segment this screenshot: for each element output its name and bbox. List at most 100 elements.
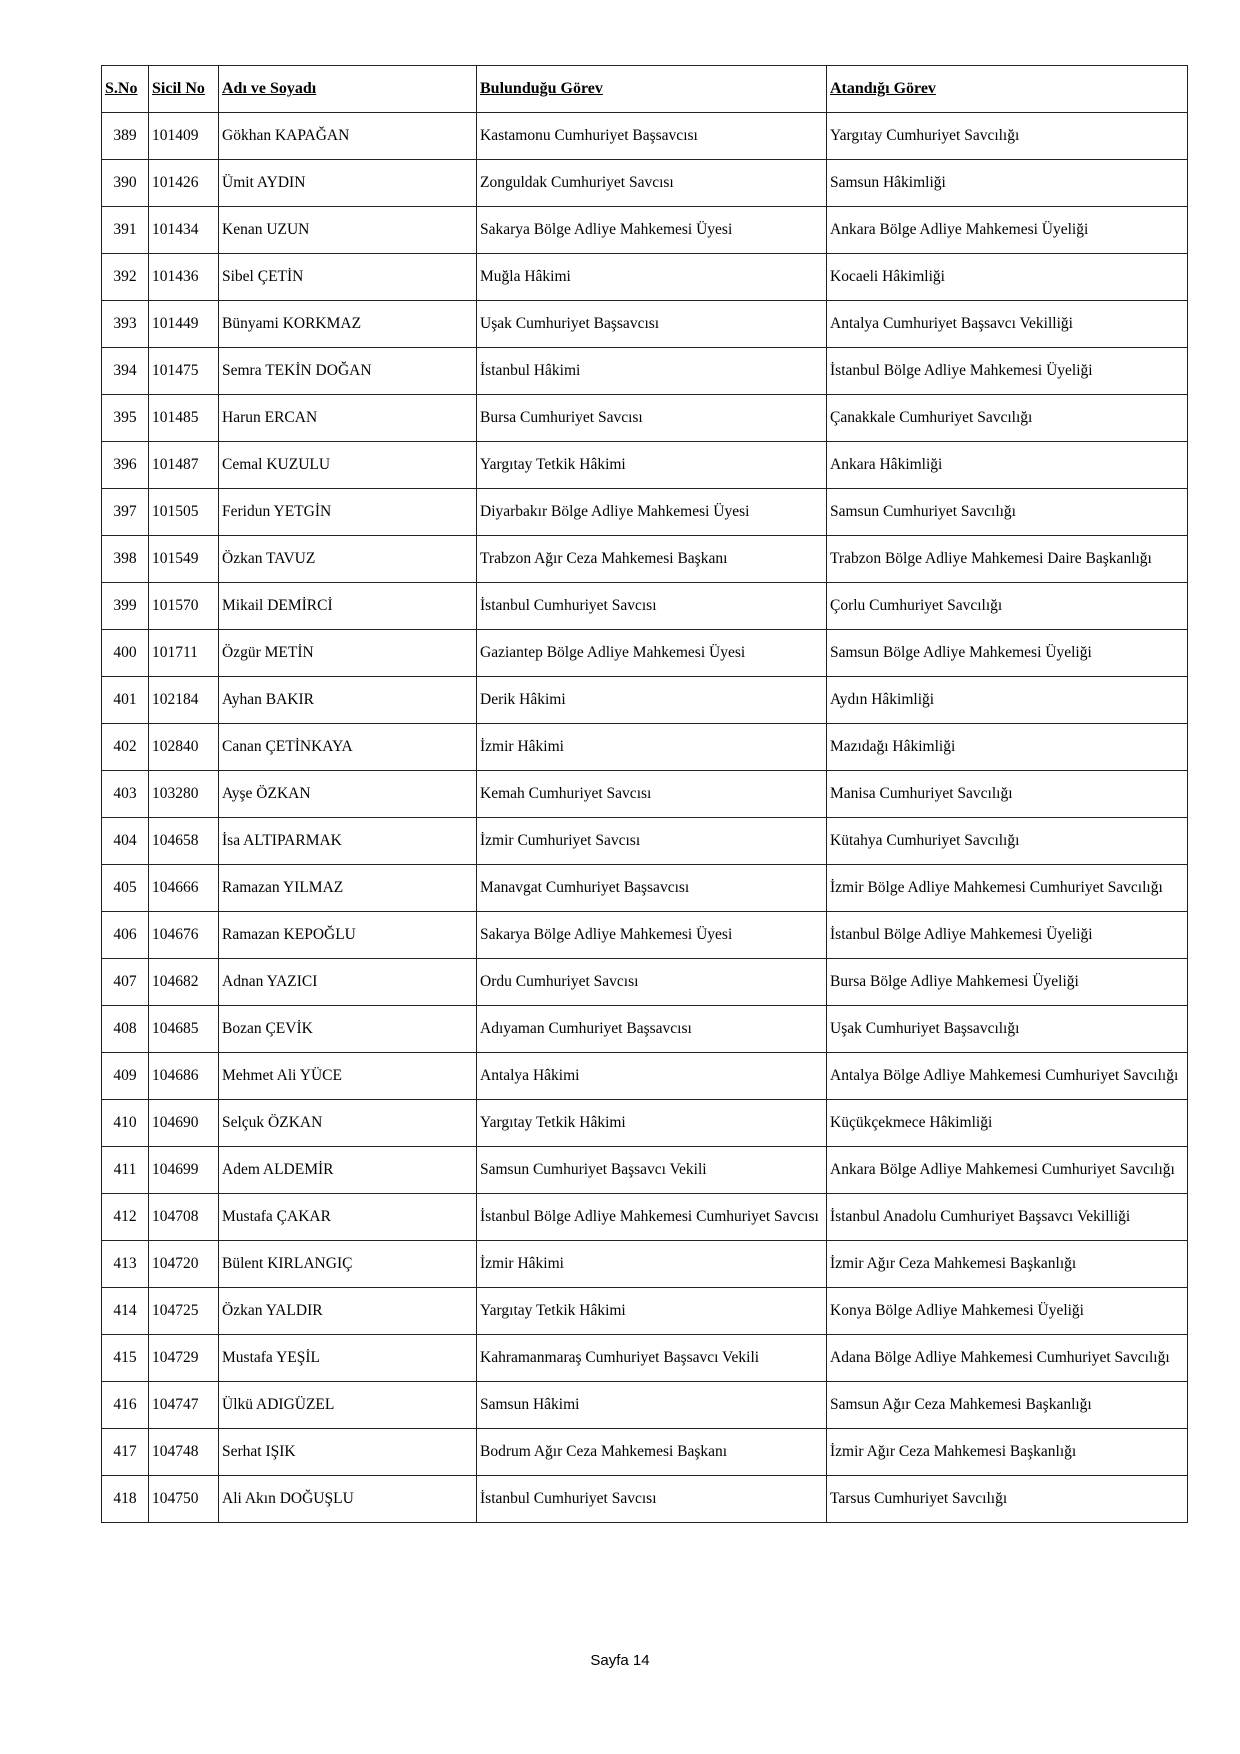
header-current-position: Bulunduğu Görev [476,65,827,113]
cell-current-position: Gaziantep Bölge Adliye Mahkemesi Üyesi [476,629,827,677]
cell-assigned-position: Mazıdağı Hâkimliği [826,723,1188,771]
cell-assigned-position: Bursa Bölge Adliye Mahkemesi Üyeliği [826,958,1188,1006]
table-row: 417 104748 Serhat IŞIK Bodrum Ağır Ceza Mah… [101,1428,1188,1476]
cell-assigned-position: Konya Bölge Adliye Mahkemesi Üyeliği [826,1287,1188,1335]
cell-name: Cemal KUZULU [218,441,477,489]
cell-sno: 408 [101,1005,149,1053]
cell-assigned-position: İzmir Ağır Ceza Mahkemesi Başkanlığı [826,1428,1188,1476]
cell-assigned-position: Ankara Hâkimliği [826,441,1188,489]
cell-sicil-no: 104720 [148,1240,219,1288]
cell-sno: 397 [101,488,149,536]
cell-sno: 405 [101,864,149,912]
cell-current-position: Antalya Hâkimi [476,1052,827,1100]
cell-sno: 390 [101,159,149,207]
cell-sno: 391 [101,206,149,254]
cell-assigned-position: Uşak Cumhuriyet Başsavcılığı [826,1005,1188,1053]
cell-assigned-position: Aydın Hâkimliği [826,676,1188,724]
cell-name: Bünyami KORKMAZ [218,300,477,348]
cell-sno: 414 [101,1287,149,1335]
cell-current-position: Ordu Cumhuriyet Savcısı [476,958,827,1006]
cell-name: Mehmet Ali YÜCE [218,1052,477,1100]
cell-current-position: İstanbul Cumhuriyet Savcısı [476,582,827,630]
cell-sno: 392 [101,253,149,301]
cell-sno: 418 [101,1475,149,1523]
cell-assigned-position: İzmir Ağır Ceza Mahkemesi Başkanlığı [826,1240,1188,1288]
cell-sicil-no: 101549 [148,535,219,583]
cell-current-position: Samsun Cumhuriyet Başsavcı Vekili [476,1146,827,1194]
cell-sicil-no: 101449 [148,300,219,348]
cell-name: Sibel ÇETİN [218,253,477,301]
cell-name: Adnan YAZICI [218,958,477,1006]
cell-sicil-no: 103280 [148,770,219,818]
table-row: 395 101485 Harun ERCAN Bursa Cumhuriyet Sav… [101,394,1188,442]
table-row: 416 104747 Ülkü ADIGÜZEL Samsun Hâkimi Samsu… [101,1381,1188,1429]
table-row: 391 101434 Kenan UZUN Sakarya Bölge Adliye … [101,206,1188,254]
cell-assigned-position: Çanakkale Cumhuriyet Savcılığı [826,394,1188,442]
cell-sicil-no: 104676 [148,911,219,959]
cell-sno: 415 [101,1334,149,1382]
cell-name: Adem ALDEMİR [218,1146,477,1194]
cell-name: Ramazan YILMAZ [218,864,477,912]
cell-current-position: Yargıtay Tetkik Hâkimi [476,1099,827,1147]
header-assigned-position: Atandığı Görev [826,65,1188,113]
table-row: 415 104729 Mustafa YEŞİL Kahramanmaraş Cumh… [101,1334,1188,1382]
cell-current-position: Sakarya Bölge Adliye Mahkemesi Üyesi [476,206,827,254]
cell-current-position: İstanbul Hâkimi [476,347,827,395]
cell-current-position: Sakarya Bölge Adliye Mahkemesi Üyesi [476,911,827,959]
cell-assigned-position: Adana Bölge Adliye Mahkemesi Cumhuriyet … [826,1334,1188,1382]
table-body: 389 101409 Gökhan KAPAĞAN Kastamonu Cumhuri… [101,112,1188,1523]
cell-name: Mikail DEMİRCİ [218,582,477,630]
cell-assigned-position: Ankara Bölge Adliye Mahkemesi Cumhuriyet… [826,1146,1188,1194]
table-row: 399 101570 Mikail DEMİRCİ İstanbul Cumhuriy… [101,582,1188,630]
cell-sicil-no: 104750 [148,1475,219,1523]
cell-assigned-position: İstanbul Anadolu Cumhuriyet Başsavcı Vek… [826,1193,1188,1241]
cell-sno: 394 [101,347,149,395]
cell-sno: 410 [101,1099,149,1147]
cell-current-position: Yargıtay Tetkik Hâkimi [476,1287,827,1335]
header-name: Adı ve Soyadı [218,65,477,113]
cell-sicil-no: 104658 [148,817,219,865]
cell-sicil-no: 104729 [148,1334,219,1382]
table-row: 406 104676 Ramazan KEPOĞLU Sakarya Bölge Ad… [101,911,1188,959]
cell-sno: 409 [101,1052,149,1100]
cell-assigned-position: Kütahya Cumhuriyet Savcılığı [826,817,1188,865]
cell-assigned-position: Kocaeli Hâkimliği [826,253,1188,301]
cell-sicil-no: 101426 [148,159,219,207]
cell-sicil-no: 101570 [148,582,219,630]
cell-name: Özgür METİN [218,629,477,677]
table-row: 413 104720 Bülent KIRLANGIÇ İzmir Hâkimi İzm… [101,1240,1188,1288]
cell-name: Canan ÇETİNKAYA [218,723,477,771]
cell-sno: 417 [101,1428,149,1476]
table-row: 398 101549 Özkan TAVUZ Trabzon Ağır Ceza Ma… [101,535,1188,583]
header-row: S.No Sicil No Adı ve Soyadı Bulunduğu Gö… [101,65,1188,113]
table-row: 392 101436 Sibel ÇETİN Muğla Hâkimi Kocaeli … [101,253,1188,301]
cell-name: Ali Akın DOĞUŞLU [218,1475,477,1523]
cell-sicil-no: 104748 [148,1428,219,1476]
cell-name: Özkan TAVUZ [218,535,477,583]
header-sicil-no: Sicil No [148,65,219,113]
cell-name: Özkan YALDIR [218,1287,477,1335]
cell-current-position: İzmir Cumhuriyet Savcısı [476,817,827,865]
table-row: 418 104750 Ali Akın DOĞUŞLU İstanbul Cumhur… [101,1475,1188,1523]
cell-current-position: Muğla Hâkimi [476,253,827,301]
table-row: 403 103280 Ayşe ÖZKAN Kemah Cumhuriyet Savc… [101,770,1188,818]
table-row: 412 104708 Mustafa ÇAKAR İstanbul Bölge Adl… [101,1193,1188,1241]
cell-current-position: Bodrum Ağır Ceza Mahkemesi Başkanı [476,1428,827,1476]
cell-name: Feridun YETGİN [218,488,477,536]
cell-current-position: İstanbul Bölge Adliye Mahkemesi Cumhuriy… [476,1193,827,1241]
table-row: 393 101449 Bünyami KORKMAZ Uşak Cumhuriyet … [101,300,1188,348]
table-row: 410 104690 Selçuk ÖZKAN Yargıtay Tetkik Hâk… [101,1099,1188,1147]
table-row: 414 104725 Özkan YALDIR Yargıtay Tetkik Hâk… [101,1287,1188,1335]
cell-current-position: İzmir Hâkimi [476,1240,827,1288]
cell-name: Mustafa ÇAKAR [218,1193,477,1241]
cell-assigned-position: Çorlu Cumhuriyet Savcılığı [826,582,1188,630]
cell-sno: 395 [101,394,149,442]
cell-assigned-position: İstanbul Bölge Adliye Mahkemesi Üyeliği [826,347,1188,395]
cell-current-position: Zonguldak Cumhuriyet Savcısı [476,159,827,207]
header-sno: S.No [101,65,149,113]
table-row: 402 102840 Canan ÇETİNKAYA İzmir Hâkimi Mazı… [101,723,1188,771]
cell-assigned-position: Yargıtay Cumhuriyet Savcılığı [826,112,1188,160]
cell-sicil-no: 104686 [148,1052,219,1100]
cell-name: Ramazan KEPOĞLU [218,911,477,959]
cell-assigned-position: İstanbul Bölge Adliye Mahkemesi Üyeliği [826,911,1188,959]
